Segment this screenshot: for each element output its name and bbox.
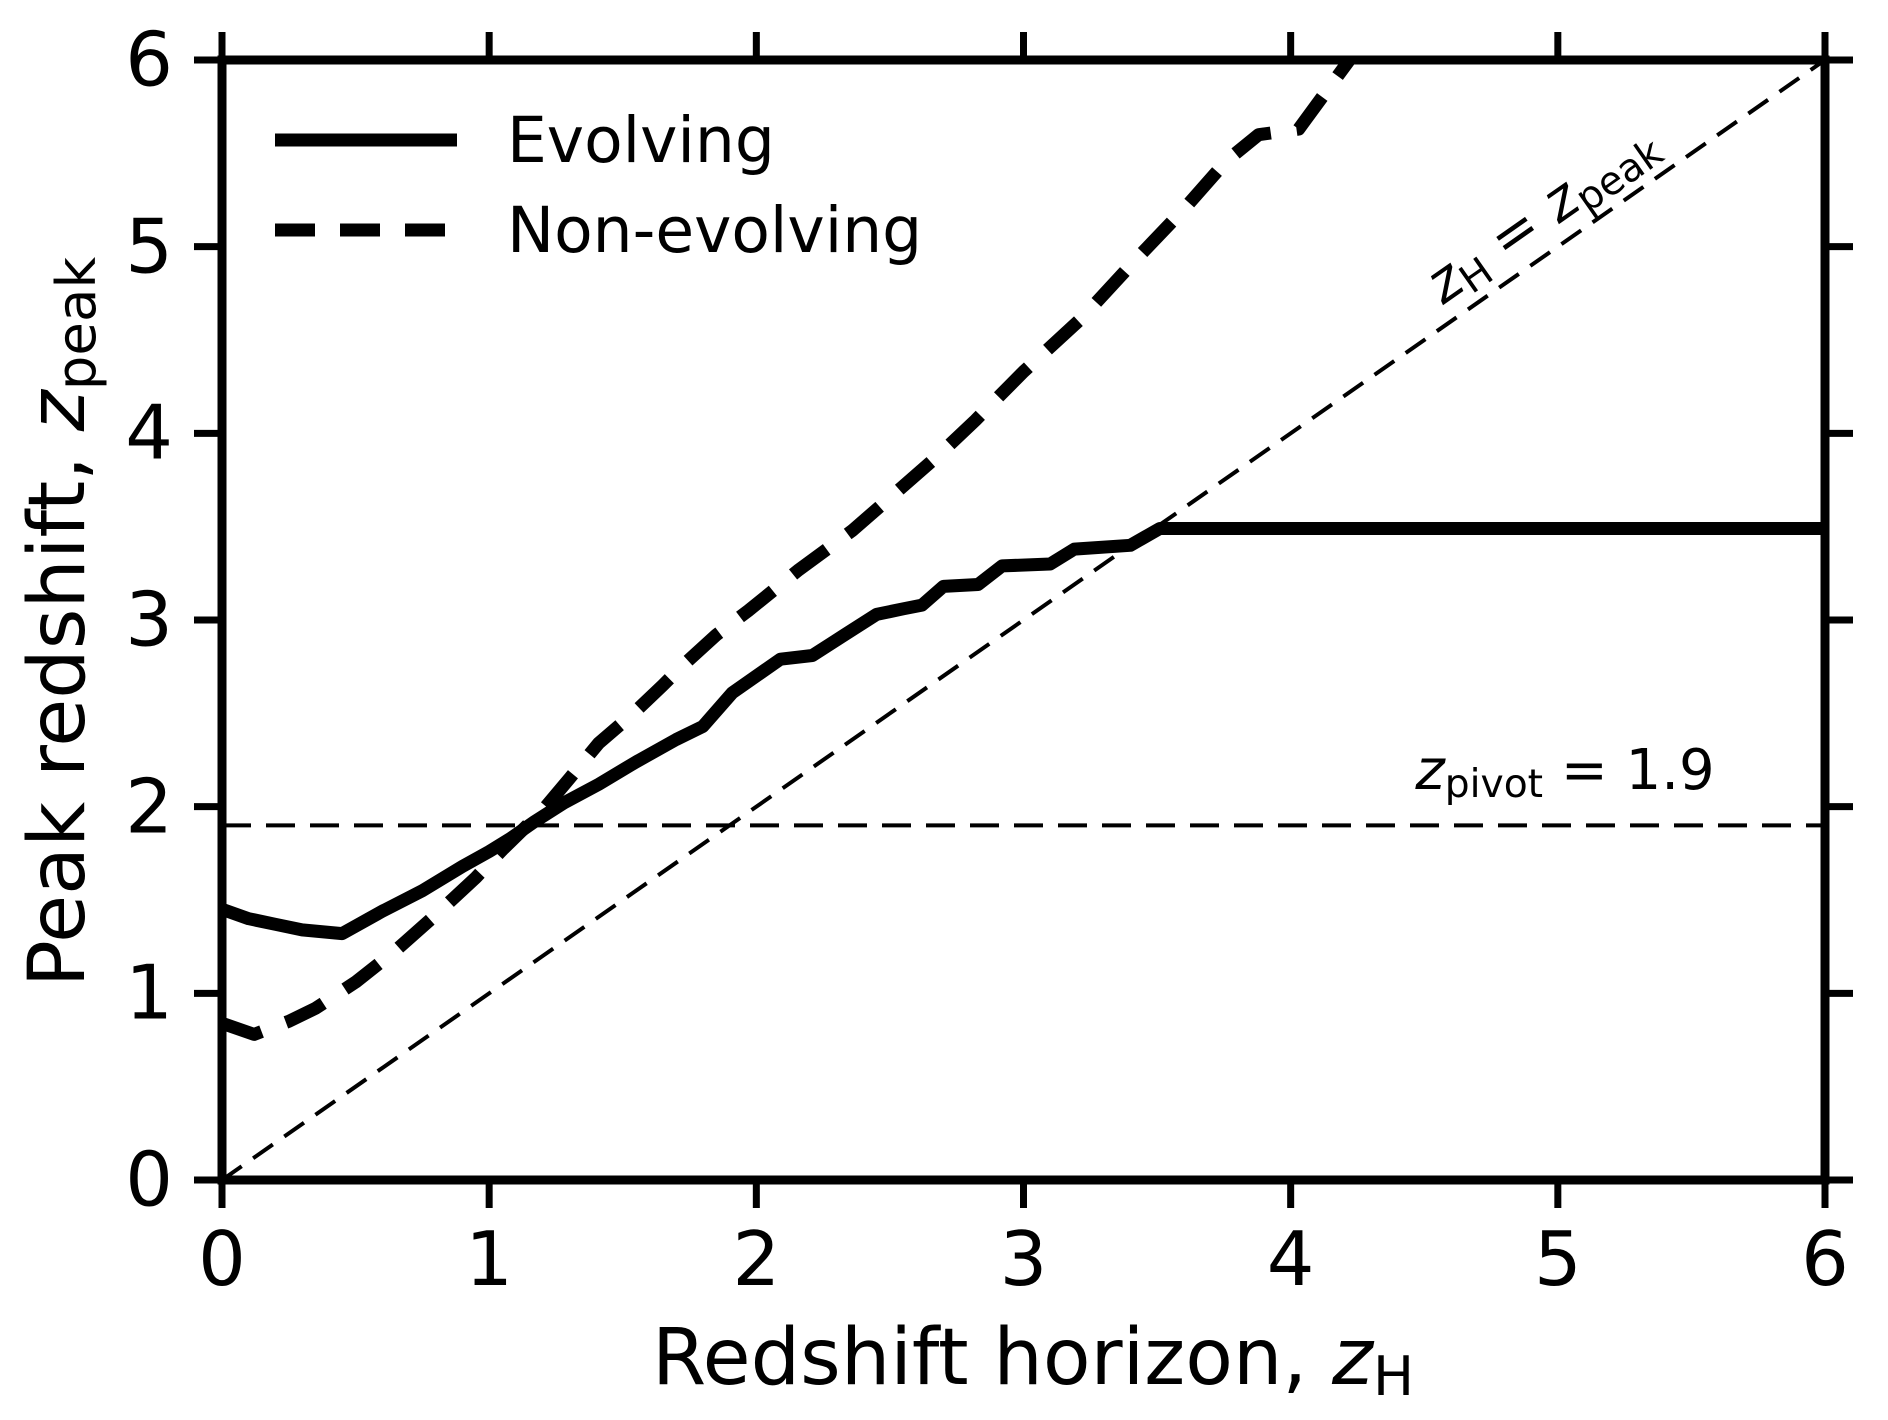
y-tick-label: 0: [125, 1135, 173, 1224]
legend-label-evolving: Evolving: [507, 103, 775, 177]
x-tick-label: 0: [198, 1215, 246, 1303]
y-tick-label: 2: [125, 762, 173, 851]
y-tick-label: 6: [125, 15, 173, 104]
legend-solid-line-icon: [275, 133, 457, 147]
x-tick-label: 4: [1266, 1215, 1315, 1303]
series-line-non-evolving: [219, 56, 1355, 1041]
y-tick-label: 4: [125, 388, 173, 477]
legend-dashed-line-icon: [275, 223, 457, 237]
x-tick-label: 1: [465, 1215, 514, 1303]
legend-label-non-evolving: Non-evolving: [507, 193, 923, 267]
y-axis-label-sub: peak: [43, 256, 108, 391]
x-tick-label: 5: [1533, 1215, 1582, 1303]
x-axis-label-text: Redshift horizon,: [651, 1313, 1332, 1403]
annotation-pivot-value: = 1.9: [1543, 738, 1715, 803]
legend-item-evolving: Evolving: [275, 95, 922, 185]
y-tick-label: 1: [125, 948, 173, 1037]
annotation-pivot-label: zpivot = 1.9: [1415, 743, 1714, 804]
x-axis-label: Redshift horizon, zH: [652, 1319, 1414, 1403]
annotation-pivot-sub: pivot: [1444, 761, 1544, 807]
x-tick-label: 2: [732, 1215, 781, 1303]
y-tick-label: 5: [125, 202, 173, 291]
x-axis-label-var: z: [1331, 1313, 1373, 1403]
x-tick-label: 6: [1801, 1215, 1849, 1303]
series-line-evolving: [219, 522, 1825, 941]
y-axis-label-text: Peak redshift,: [13, 431, 103, 988]
y-axis-label-var: z: [13, 390, 103, 432]
annotation-pivot-var: z: [1415, 738, 1445, 803]
x-tick-label: 3: [999, 1215, 1048, 1303]
x-axis-label-sub: H: [1372, 1343, 1415, 1408]
identity-reference-line: [220, 58, 1827, 1182]
legend-item-non-evolving: Non-evolving: [275, 185, 922, 275]
legend: Evolving Non-evolving: [275, 95, 922, 275]
y-tick-label: 3: [125, 575, 173, 664]
y-axis-label: Peak redshift, zpeak: [13, 257, 108, 987]
